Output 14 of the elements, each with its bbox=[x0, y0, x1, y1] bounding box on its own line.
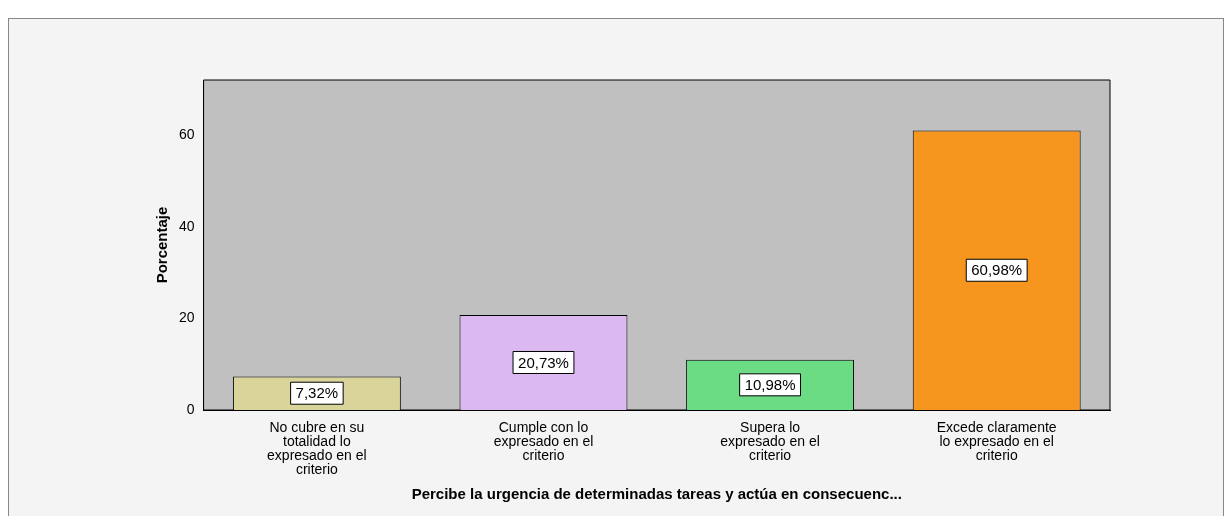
data-label: 60,98% bbox=[971, 261, 1023, 279]
data-label: 7,32% bbox=[295, 384, 339, 402]
data-label: 20,73% bbox=[518, 353, 569, 371]
x-tick-label: Supera lo expresado en el criterio bbox=[720, 418, 820, 463]
y-tick-label: 0 bbox=[186, 400, 195, 417]
y-tick-label: 20 bbox=[178, 309, 195, 326]
y-tick-label: 60 bbox=[178, 125, 195, 142]
x-tick-label: Excede claramente lo expresado en el criterio bbox=[936, 418, 1057, 463]
x-tick-label: No cubre en su totalidad lo expresado en el criterio bbox=[267, 418, 367, 477]
x-axis-title: Percibe la urgencia de determinadas tareas y actúa en consecuenc... bbox=[411, 485, 902, 503]
data-label: 10,98% bbox=[744, 375, 796, 393]
y-axis-title: Porcentaje bbox=[153, 206, 171, 284]
y-tick-label: 40 bbox=[178, 217, 195, 234]
x-tick-label: Cumple con lo expresado en el criterio bbox=[493, 418, 594, 463]
